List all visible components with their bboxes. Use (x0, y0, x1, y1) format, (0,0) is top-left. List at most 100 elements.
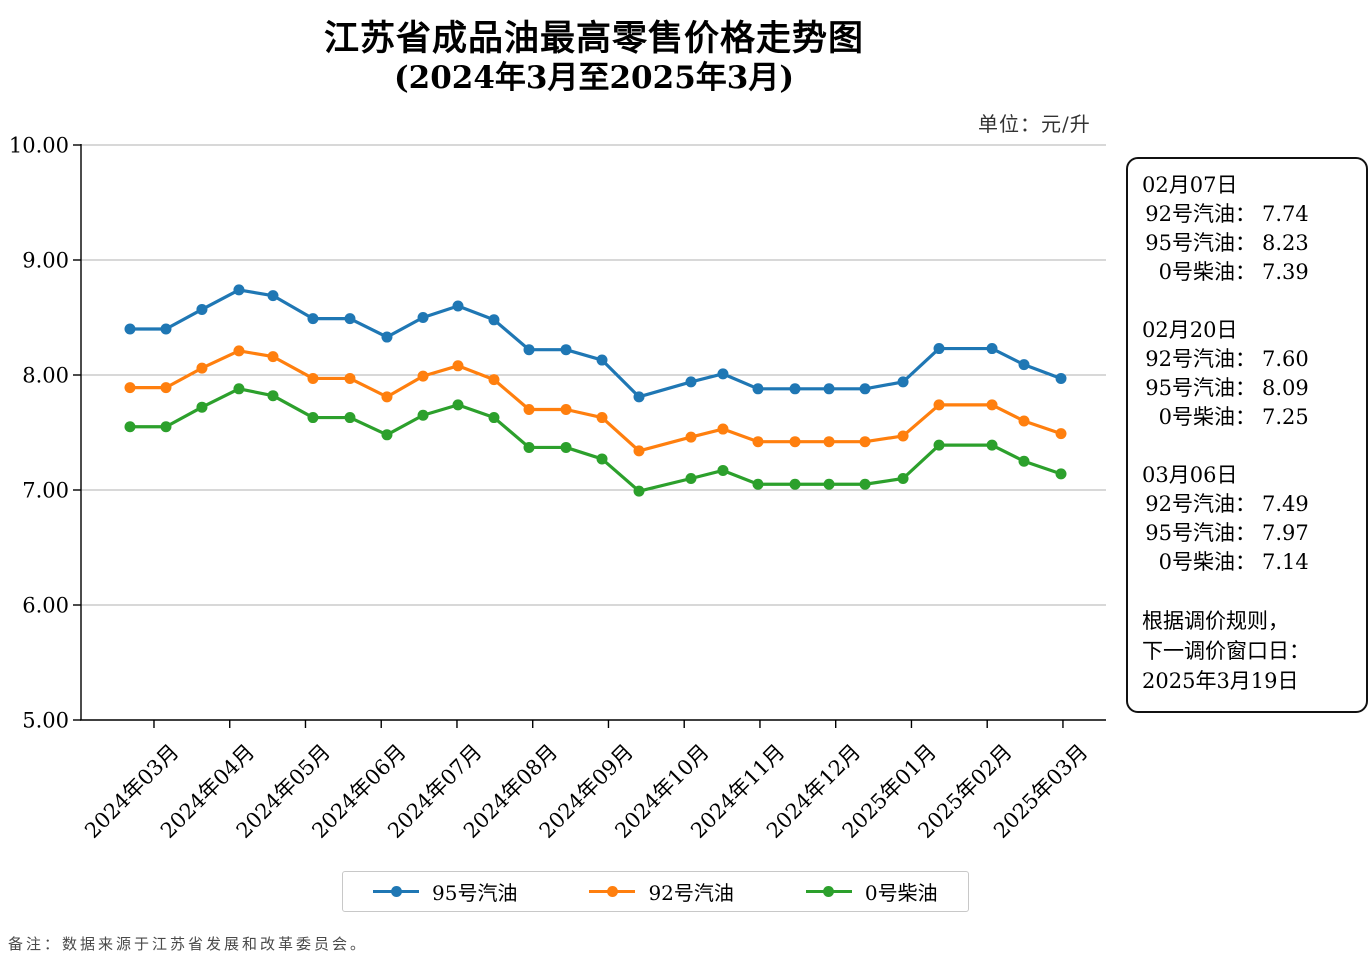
next-adjustment-note: 根据调价规则， 下一调价窗口日： 2025年3月19日 (1142, 609, 1310, 693)
data-point (381, 429, 393, 441)
data-point (307, 412, 319, 424)
data-point (986, 399, 998, 411)
data-point (633, 391, 645, 403)
y-axis-label: 6.00 (22, 594, 69, 618)
legend-item-0[interactable]: 0号柴油 (805, 877, 938, 906)
data-point (417, 370, 429, 382)
price-info-box: 02月07日 92号汽油： 7.74 95号汽油： 8.23 0号柴油： 7.39 0… (1126, 157, 1368, 713)
legend-label-92: 92号汽油 (648, 881, 734, 905)
data-point (452, 300, 464, 312)
data-point (752, 436, 764, 448)
data-point (596, 453, 608, 465)
y-axis-label: 9.00 (22, 249, 69, 273)
data-point (523, 441, 535, 453)
data-point (196, 362, 208, 374)
data-point (823, 383, 835, 395)
series-line (129, 387, 1062, 493)
data-point (685, 376, 697, 388)
data-point (1018, 415, 1030, 427)
data-point (596, 412, 608, 424)
data-point (488, 412, 500, 424)
data-point (752, 383, 764, 395)
data-point (307, 372, 319, 384)
data-point (160, 323, 172, 335)
y-axis-label: 8.00 (22, 364, 69, 388)
data-point (986, 439, 998, 451)
data-point (452, 360, 464, 372)
legend-marker-92-icon (589, 886, 636, 898)
price-update-block-1: 02月07日 92号汽油： 7.74 95号汽油： 8.23 0号柴油： 7.39 (1142, 171, 1358, 287)
data-point (789, 436, 801, 448)
price-row: 95号汽油： 8.09 (1145, 376, 1309, 400)
data-point (1018, 359, 1030, 371)
legend-item-92[interactable]: 92号汽油 (589, 877, 734, 906)
data-point (381, 391, 393, 403)
data-point (267, 351, 279, 363)
data-point (823, 436, 835, 448)
data-point (897, 473, 909, 484)
data-point (1055, 372, 1067, 384)
data-point (685, 473, 697, 484)
data-point (986, 343, 998, 355)
data-point (417, 409, 429, 421)
data-point (523, 344, 535, 356)
data-point (381, 331, 393, 343)
data-point (633, 445, 645, 457)
y-axis-label: 7.00 (22, 479, 69, 503)
legend-marker-0-icon (805, 886, 852, 898)
price-update-block-3: 03月06日 92号汽油： 7.49 95号汽油： 7.97 0号柴油： 7.14 (1142, 461, 1358, 577)
data-point (344, 412, 356, 424)
data-point (560, 441, 572, 453)
data-point (196, 303, 208, 315)
price-row: 0号柴油： 7.14 (1158, 550, 1309, 574)
page-title: 江苏省成品油最高零售价格走势图 (323, 18, 864, 59)
data-point (344, 313, 356, 325)
data-point (124, 382, 136, 394)
data-point (717, 423, 729, 435)
price-row: 0号柴油： 7.39 (1158, 260, 1309, 284)
data-point (452, 399, 464, 411)
price-row: 95号汽油： 7.97 (1145, 521, 1309, 545)
price-row: 92号汽油： 7.49 (1145, 492, 1309, 516)
data-point (417, 312, 429, 323)
legend-marker-95-icon (373, 886, 419, 898)
data-point (124, 323, 136, 335)
data-point (752, 478, 764, 490)
data-point (344, 372, 356, 384)
series-line (129, 349, 1062, 453)
chart-legend: 95号汽油 92号汽油 0号柴油 (342, 871, 969, 912)
price-row: 95号汽油： 8.23 (1145, 231, 1309, 255)
data-point (859, 436, 871, 448)
series-0 (124, 284, 1067, 403)
data-point (933, 399, 945, 411)
source-note: 备注：数据来源于江苏省发展和改革委员会。 (8, 935, 369, 953)
data-point (1018, 455, 1030, 467)
data-point (685, 431, 697, 443)
data-point (307, 313, 319, 325)
y-axis-label: 10.00 (9, 134, 69, 158)
data-point (196, 401, 208, 413)
data-point (897, 430, 909, 442)
data-point (1055, 428, 1067, 440)
data-point (1055, 468, 1067, 480)
data-point (160, 421, 172, 433)
data-point (933, 439, 945, 451)
price-row: 0号柴油： 7.25 (1158, 405, 1309, 429)
data-point (717, 368, 729, 380)
data-point (789, 383, 801, 395)
data-point (233, 345, 245, 357)
data-point (859, 383, 871, 395)
page-subtitle: (2024年3月至2025年3月) (393, 60, 795, 96)
data-point (488, 314, 500, 326)
price-update-block-2: 02月20日 92号汽油： 7.60 95号汽油： 8.09 0号柴油： 7.25 (1142, 316, 1358, 432)
legend-item-95[interactable]: 95号汽油 (373, 877, 517, 906)
data-point (897, 376, 909, 388)
data-point (160, 382, 172, 394)
series-line (129, 288, 1062, 399)
data-point (859, 478, 871, 490)
y-axis-label: 5.00 (22, 709, 69, 733)
data-point (124, 421, 136, 433)
data-point (233, 284, 245, 296)
update-date: 02月07日 (1142, 173, 1238, 197)
